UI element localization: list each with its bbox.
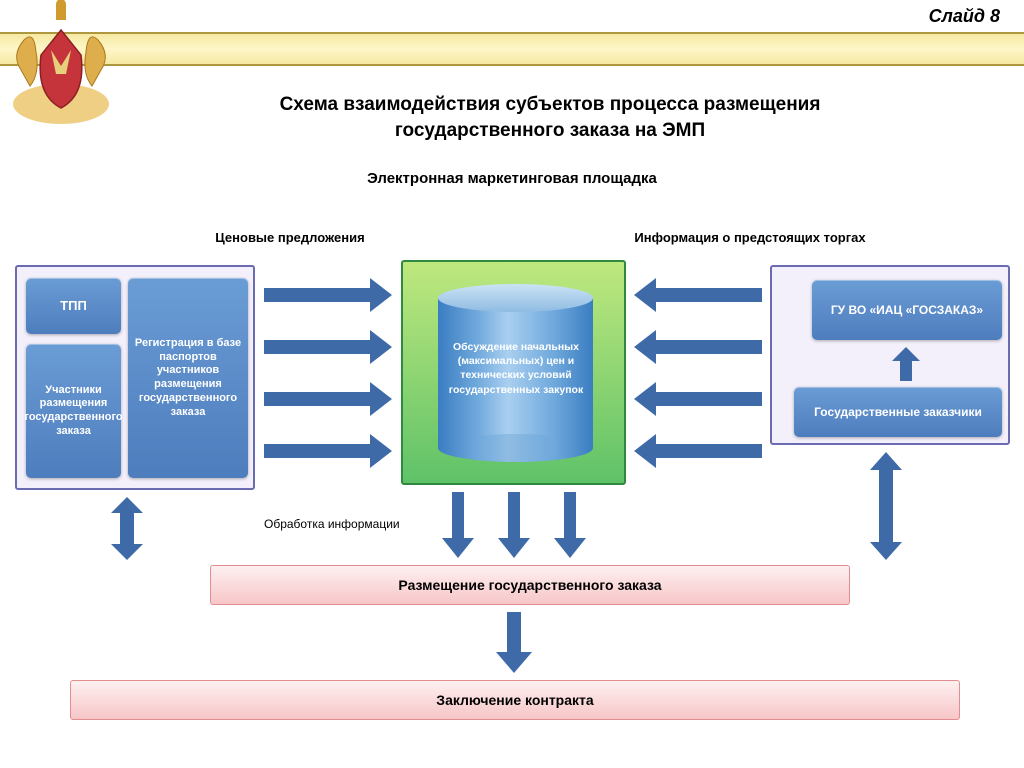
diagram-container: Электронная маркетинговая площадка Ценов… <box>0 170 1024 760</box>
slide-title: Схема взаимодействия субъектов процесса … <box>210 92 890 143</box>
arrow-left-to-center-2 <box>262 327 394 367</box>
slide-page: Слайд 8 Схема взаимодействия субъектов п… <box>0 0 1024 768</box>
right-group-panel: ГУ ВО «ИАЦ «ГОСЗАКАЗ» Государственные за… <box>770 265 1010 445</box>
arrow-customers-to-iac <box>886 344 926 384</box>
arrow-left-to-center-4 <box>262 431 394 471</box>
diagram-subtitle: Электронная маркетинговая площадка <box>0 170 1024 187</box>
arrow-left-to-center-1 <box>262 275 394 315</box>
arrow-left-twoway <box>105 495 149 562</box>
right-column-label: Информация о предстоящих торгах <box>600 230 900 245</box>
customers-box: Государственные заказчики <box>794 387 1002 437</box>
processing-label: Обработка информации <box>264 517 400 531</box>
participants-box: Участники размещения государственного за… <box>26 344 121 478</box>
left-column-label: Ценовые предложения <box>185 230 395 245</box>
arrow-right-to-center-4 <box>632 431 764 471</box>
arrow-center-down-1 <box>440 490 476 560</box>
left-group-panel: ТПП Регистрация в базе паспортов участни… <box>15 265 255 490</box>
database-cylinder: Обсуждение начальных (максимальных) цен … <box>438 284 593 464</box>
header-line-bottom <box>0 64 1024 66</box>
coat-of-arms-icon <box>6 0 116 135</box>
slide-number-label: Слайд 8 <box>929 6 1000 27</box>
arrow-right-twoway <box>864 450 908 562</box>
tpp-box: ТПП <box>26 278 121 334</box>
contract-bar: Заключение контракта <box>70 680 960 720</box>
center-panel: Обсуждение начальных (максимальных) цен … <box>401 260 626 485</box>
arrow-right-to-center-2 <box>632 327 764 367</box>
arrow-right-to-center-1 <box>632 275 764 315</box>
database-label: Обсуждение начальных (максимальных) цен … <box>446 340 586 397</box>
header-band <box>0 34 1024 64</box>
arrow-placement-to-contract <box>492 610 536 675</box>
arrow-center-down-3 <box>552 490 588 560</box>
arrow-right-to-center-3 <box>632 379 764 419</box>
placement-bar: Размещение государственного заказа <box>210 565 850 605</box>
iac-box: ГУ ВО «ИАЦ «ГОСЗАКАЗ» <box>812 280 1002 340</box>
arrow-left-to-center-3 <box>262 379 394 419</box>
registration-box: Регистрация в базе паспортов участников … <box>128 278 248 478</box>
arrow-center-down-2 <box>496 490 532 560</box>
